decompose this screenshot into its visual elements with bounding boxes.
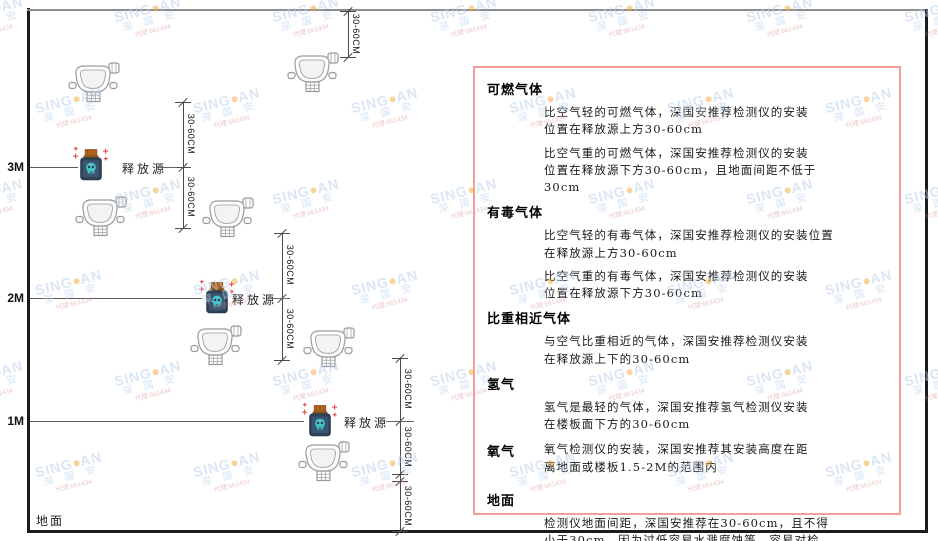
release-source-icon	[71, 146, 111, 183]
section-oxygen: 氧气 氧气检测仪的安装，深国安推荐其安装高度在距 离地面或楼板1.5-2M的范围…	[487, 435, 887, 478]
section-hydrogen: 氢气 氢气是最轻的气体，深国安推荐氢气检测仪安装 在楼板面下方的30-60cm	[487, 374, 887, 434]
section-paragraph: 氢气是最轻的气体，深国安推荐氢气检测仪安装 在楼板面下方的30-60cm	[544, 399, 809, 431]
connector-line	[157, 167, 177, 168]
release-source-icon	[300, 402, 340, 439]
section-paragraph: 与空气比重相近的气体，深国安推荐检测仪安装 在释放源上下的30-60cm	[544, 334, 809, 366]
dimension-label: 30-60CM	[186, 113, 196, 155]
gas-detector-icon	[188, 324, 242, 366]
gas-detector-icon	[301, 326, 355, 368]
section-heading: 氧气	[487, 445, 516, 461]
dimension-label: 30-60CM	[403, 426, 413, 468]
gas-detector-icon	[200, 196, 254, 238]
dimension-label: 30-60CM	[285, 308, 295, 350]
section-paragraph: 氧气检测仪的安装，深国安推荐其安装高度在距 离地面或楼板1.5-2M的范围内	[544, 442, 809, 474]
height-label-3m: 3M	[7, 160, 24, 174]
gas-detector-icon	[66, 61, 120, 103]
ground-label: 地面	[36, 514, 65, 528]
section-heading: 比重相近气体	[487, 312, 572, 328]
section-paragraph: 检测仪地面间距，深国安推荐在30-60cm，且不得 小于30cm，因为过低容易水…	[544, 515, 829, 541]
height-line-1m	[30, 421, 304, 422]
dimension-label: 30-60CM	[403, 485, 413, 527]
gas-detector-icon	[285, 51, 339, 93]
section-combustible-gas: 可燃气体 比空气轻的可燃气体，深国安推荐检测仪的安装 位置在释放源上方30-60…	[487, 79, 887, 196]
dimension-label: 30-60CM	[403, 368, 413, 410]
dimension-label: 30-60CM	[351, 13, 361, 55]
height-label-2m: 2M	[7, 291, 24, 305]
section-ground: 地面 检测仪地面间距，深国安推荐在30-60cm，且不得 小于30cm，因为过低…	[487, 490, 887, 541]
ground-line	[27, 530, 928, 533]
section-similar-density-gas: 比重相近气体 与空气比重相近的气体，深国安推荐检测仪安装 在释放源上下的30-6…	[487, 308, 887, 368]
section-heading: 地面	[487, 493, 516, 509]
right-frame-line	[925, 9, 928, 533]
release-source-label: 释放源	[232, 293, 278, 307]
height-line-2m	[30, 298, 202, 299]
installation-guide-panel: 可燃气体 比空气轻的可燃气体，深国安推荐检测仪的安装 位置在释放源上方30-60…	[473, 66, 901, 541]
gas-detector-icon	[296, 440, 350, 482]
section-paragraph: 比空气重的可燃气体，深国安推荐检测仪的安装 位置在释放源下方30-60cm，且地…	[544, 145, 817, 195]
dimension-label: 30-60CM	[186, 176, 196, 218]
height-line-3m	[30, 167, 78, 168]
section-paragraph: 比空气重的有毒气体，深国安推荐检测仪的安装 位置在释放源下方30-60cm	[544, 268, 809, 300]
release-source-label: 释放源	[122, 162, 168, 176]
section-heading: 氢气	[487, 377, 516, 393]
section-heading: 可燃气体	[487, 83, 544, 98]
dimension-line	[348, 11, 349, 57]
section-paragraph: 比空气轻的有毒气体，深国安推荐检测仪的安装位置 在释放源上方30-60cm	[544, 228, 834, 260]
height-label-1m: 1M	[7, 414, 24, 428]
release-source-icon	[197, 279, 237, 316]
release-source-label: 释放源	[344, 416, 390, 430]
section-heading: 有毒气体	[487, 206, 544, 222]
left-wall-line	[27, 8, 30, 533]
section-toxic-gas: 有毒气体 比空气轻的有毒气体，深国安推荐检测仪的安装位置 在释放源上方30-60…	[487, 202, 887, 302]
connector-line	[386, 421, 414, 422]
connector-line	[271, 298, 289, 299]
ceiling-line	[27, 9, 927, 11]
dimension-label: 30-60CM	[285, 244, 295, 286]
gas-detector-icon	[73, 195, 127, 237]
dimension-line	[400, 358, 401, 531]
section-paragraph: 比空气轻的可燃气体，深国安推荐检测仪的安装 位置在释放源上方30-60cm	[544, 105, 809, 137]
